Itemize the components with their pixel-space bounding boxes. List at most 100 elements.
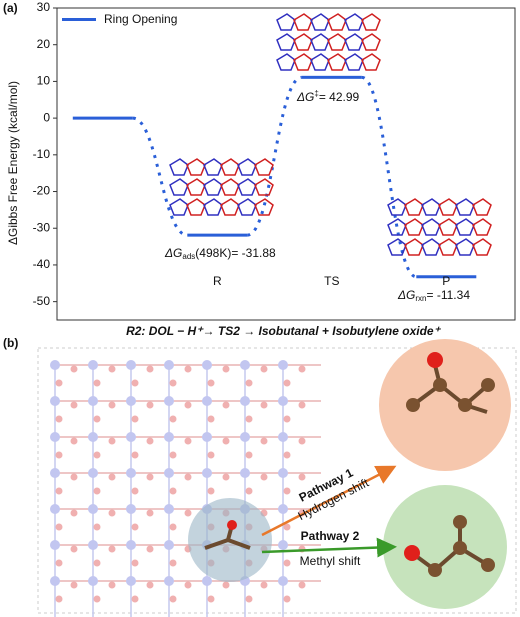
atom (146, 581, 154, 589)
atom (55, 415, 63, 423)
energy-level (72, 116, 133, 120)
atom (298, 473, 306, 481)
structure (220, 158, 240, 176)
structure (169, 198, 189, 216)
atom (283, 451, 291, 459)
atom (278, 576, 288, 586)
lattice (50, 360, 321, 617)
atom (278, 396, 288, 406)
atom (70, 365, 78, 373)
caption: R2: DOL − H⁺→ TS2 → Isobutanal + Isobuty… (126, 324, 442, 338)
atom (169, 523, 177, 531)
atom (88, 540, 98, 550)
atom (283, 379, 291, 387)
atom (146, 473, 154, 481)
atom (93, 487, 101, 495)
atom (245, 595, 253, 603)
x-tick-label: P (442, 274, 450, 288)
atom (55, 559, 63, 567)
atom (202, 360, 212, 370)
atom (126, 468, 136, 478)
structure (472, 218, 492, 236)
x-tick-label: R (213, 274, 222, 288)
atom (164, 432, 174, 442)
structure (237, 158, 257, 176)
atom (260, 437, 268, 445)
atom (70, 473, 78, 481)
atom (164, 360, 174, 370)
atom (131, 379, 139, 387)
annotation: ΔGads(498K)= -31.88 (164, 246, 276, 261)
structure (387, 238, 407, 256)
atom (126, 432, 136, 442)
atom (169, 559, 177, 567)
atom (126, 576, 136, 586)
structure (220, 178, 240, 196)
y-axis-label: ΔGibbs Free Energy (kcal/mol) (6, 81, 20, 245)
y-tick-label: 20 (37, 37, 51, 51)
atom (88, 576, 98, 586)
atom (184, 401, 192, 409)
atom (88, 468, 98, 478)
structure (169, 158, 189, 176)
annotation-sub: rxn (415, 294, 426, 303)
structure (344, 53, 364, 71)
structure (361, 33, 381, 51)
atom (131, 595, 139, 603)
atom (146, 365, 154, 373)
connector (132, 116, 188, 237)
atom (278, 360, 288, 370)
atom (298, 437, 306, 445)
atom (50, 432, 60, 442)
y-tick-label: -50 (33, 294, 51, 308)
legend-swatch (62, 18, 96, 21)
atom (93, 379, 101, 387)
atom (278, 504, 288, 514)
structure (404, 218, 424, 236)
atom (108, 473, 116, 481)
structure (455, 198, 475, 216)
atom (222, 581, 230, 589)
atom (146, 545, 154, 553)
panel-label: (a) (3, 1, 18, 15)
atom (260, 473, 268, 481)
structure (254, 198, 274, 216)
atom (169, 451, 177, 459)
structure (186, 158, 206, 176)
atom (93, 559, 101, 567)
structure (438, 198, 458, 216)
structure (310, 53, 330, 71)
structure (203, 178, 223, 196)
structure (387, 218, 407, 236)
atom (88, 432, 98, 442)
atom (245, 487, 253, 495)
atom (184, 437, 192, 445)
structure (327, 33, 347, 51)
atom (207, 595, 215, 603)
structure (327, 53, 347, 71)
atom (131, 559, 139, 567)
atom (93, 415, 101, 423)
structure (310, 33, 330, 51)
atom (298, 581, 306, 589)
atom (70, 509, 78, 517)
y-tick-label: 10 (37, 74, 51, 88)
pathway-label: Methyl shift (300, 554, 361, 568)
atom (164, 504, 174, 514)
atom (70, 545, 78, 553)
atom (245, 451, 253, 459)
structure (293, 53, 313, 71)
structure (203, 158, 223, 176)
y-tick-label: 30 (37, 0, 51, 14)
annotation-main: ΔG (296, 90, 314, 104)
structure (387, 198, 407, 216)
structure (455, 238, 475, 256)
annotation-rest: (498K)= -31.88 (195, 246, 276, 260)
atom (55, 379, 63, 387)
atom (108, 581, 116, 589)
pathway-title: Pathway 2 (301, 529, 360, 543)
y-tick-label: -10 (33, 147, 51, 161)
atom (260, 581, 268, 589)
atom (50, 396, 60, 406)
molecule (204, 352, 495, 577)
